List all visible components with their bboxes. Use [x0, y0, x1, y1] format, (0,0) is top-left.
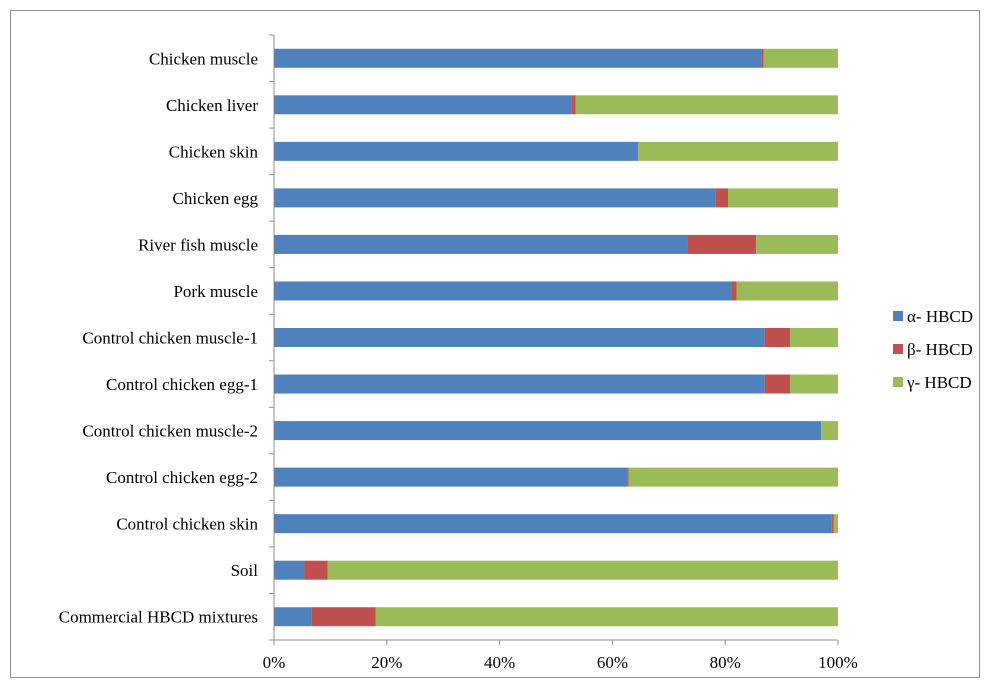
bar-segment: [274, 141, 639, 161]
x-tick-label: 100%: [818, 653, 858, 672]
category-label: Chicken liver: [166, 96, 258, 115]
bar-segment: [274, 514, 832, 534]
bar-segment: [274, 328, 765, 347]
bar-segment: [571, 95, 576, 115]
category-label: Control chicken muscle-1: [82, 329, 258, 348]
bar-segment: [274, 234, 688, 254]
bar-segment: [274, 607, 312, 627]
category-label: River fish muscle: [138, 235, 258, 254]
category-label: Chicken muscle: [149, 49, 258, 68]
category-label: Chicken egg: [173, 189, 259, 208]
bar-segment: [327, 560, 838, 580]
legend-label: α- HBCD: [907, 307, 973, 326]
legend-swatch: [893, 311, 903, 321]
axes-group: [269, 34, 839, 645]
category-label: Control chicken muscle-2: [82, 422, 258, 441]
bar-segment: [628, 467, 838, 487]
tick-labels: 0% 20% 40% 60% 80% 100%: [263, 653, 858, 672]
bar-segment: [731, 281, 737, 301]
bar-segment: [274, 281, 732, 301]
bar-segment: [756, 234, 838, 254]
x-tick-label: 80%: [710, 653, 741, 672]
category-label: Soil: [231, 561, 259, 580]
category-label: Control chicken egg-1: [106, 375, 258, 394]
legend-swatch: [893, 377, 903, 387]
x-tick-label: 0%: [263, 653, 286, 672]
category-label: Control chicken skin: [116, 515, 258, 534]
bar-segment: [764, 328, 791, 347]
x-tick-label: 40%: [484, 653, 515, 672]
bar-segment: [274, 421, 822, 441]
legend-label: β- HBCD: [907, 340, 973, 359]
bar-segment: [763, 48, 838, 68]
bar-segment: [274, 48, 762, 68]
bar-segment: [728, 188, 838, 208]
bars-group: [274, 48, 838, 627]
legend: α- HBCD β- HBCD γ- HBCD: [893, 307, 973, 392]
bar-segment: [764, 374, 791, 394]
category-label: Chicken skin: [169, 142, 259, 161]
bar-segment: [274, 95, 572, 115]
bar-segment: [761, 48, 764, 68]
bar-segment: [274, 467, 628, 487]
bar-segment: [274, 560, 305, 580]
category-label: Control chicken egg-2: [106, 468, 258, 487]
category-label: Pork muscle: [173, 282, 258, 301]
legend-swatch: [893, 344, 903, 354]
bar-segment: [274, 374, 765, 394]
bar-segment: [790, 374, 838, 394]
bar-segment: [375, 607, 838, 627]
bar-segment: [311, 607, 376, 627]
bar-segment: [627, 467, 629, 487]
x-tick-label: 60%: [597, 653, 628, 672]
bar-segment: [715, 188, 729, 208]
bar-segment: [687, 234, 757, 254]
bar-segment: [736, 281, 838, 301]
category-label: Commercial HBCD mixtures: [59, 608, 258, 627]
x-tick-label: 20%: [371, 653, 402, 672]
bar-segment: [821, 421, 838, 441]
bar-segment: [833, 514, 838, 534]
bar-segment: [575, 95, 838, 115]
legend-label: γ- HBCD: [906, 373, 972, 392]
bar-segment: [638, 141, 838, 161]
category-labels: Chicken muscle Chicken liver Chicken skin C…: [59, 49, 259, 626]
bar-segment: [790, 328, 838, 347]
bar-segment: [274, 188, 716, 208]
bar-segment: [304, 560, 328, 580]
bar-segment: [831, 514, 834, 534]
